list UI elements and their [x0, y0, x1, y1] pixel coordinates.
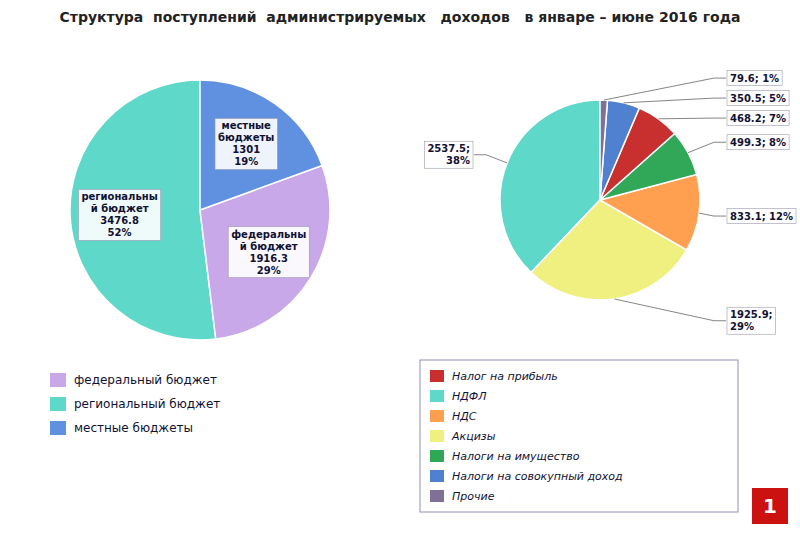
legend-label: НДФЛ — [452, 390, 487, 403]
data-label-group: федеральный бюджет1916.329% — [228, 227, 309, 278]
data-label: 3476.852% — [100, 215, 139, 238]
legend-item: региональный бюджет — [50, 397, 220, 411]
chart: Структура поступлений администрируемых д… — [0, 0, 800, 533]
legend-swatch — [430, 410, 444, 422]
annotation-group: 1 — [752, 488, 788, 524]
legend-swatch — [430, 470, 444, 482]
legend-label: Налог на прибыль — [452, 370, 558, 383]
data-label: региональный бюджет — [81, 191, 157, 214]
pie-left: региональный бюджет3476.852% федеральный … — [70, 80, 330, 340]
data-label-box — [228, 227, 309, 278]
legend: Налог на прибыль НДФЛ НДС Акцизы Налоги на и… — [420, 360, 738, 512]
leader-line — [614, 299, 726, 321]
legend-swatch — [50, 373, 66, 387]
data-label: 2537.5;38% — [427, 143, 470, 166]
data-label-group: 468.2; 7% — [727, 111, 789, 126]
legend-swatch — [50, 397, 66, 411]
legend: федеральный бюджет региональный бюджет мес… — [50, 373, 220, 435]
legend-swatch — [50, 421, 66, 435]
legend-label: Прочие — [452, 490, 495, 503]
data-label-box — [215, 118, 277, 169]
data-label-box — [727, 209, 796, 224]
data-label-group: 2537.5;38% — [424, 141, 473, 168]
annotation-box — [752, 488, 788, 524]
data-label-group: местныебюджеты130119% — [215, 118, 277, 169]
legend-swatch — [430, 390, 444, 402]
data-label: 350.5; 5% — [730, 93, 786, 104]
slice — [70, 80, 216, 340]
data-label-group: 350.5; 5% — [727, 91, 789, 106]
legend-item: Налоги на имущество — [430, 450, 580, 463]
legend-label: Налоги на имущество — [452, 450, 580, 463]
legend-swatch — [430, 370, 444, 382]
leader-line — [688, 142, 726, 152]
data-label: 79.6; 1% — [730, 73, 779, 84]
data-label-box — [727, 135, 789, 150]
legend-swatch — [430, 450, 444, 462]
leader-line — [604, 78, 726, 100]
legend-item: федеральный бюджет — [50, 373, 217, 387]
leader-line — [699, 213, 726, 216]
leader-line — [624, 98, 726, 103]
data-label-group: 79.6; 1% — [727, 71, 782, 86]
legend-item: Налоги на совокупный доход — [430, 470, 623, 483]
leader-line — [474, 155, 507, 163]
data-label-group: 833.1; 12% — [727, 209, 796, 224]
data-label-group: 499.3; 8% — [727, 135, 789, 150]
data-label: 499.3; 8% — [730, 137, 786, 148]
legend-label: местные бюджеты — [74, 421, 193, 435]
slice — [600, 100, 607, 200]
data-label-box — [727, 71, 782, 86]
legend-swatch — [430, 430, 444, 442]
data-label: 833.1; 12% — [730, 211, 793, 222]
data-label: 1925.9;29% — [730, 309, 773, 332]
data-label: 468.2; 7% — [730, 113, 786, 124]
legend-label: региональный бюджет — [74, 397, 220, 411]
annotation: 1 — [763, 494, 777, 518]
data-label-group: 1925.9;29% — [727, 307, 776, 334]
data-label-box — [727, 111, 789, 126]
legend-item: местные бюджеты — [50, 421, 193, 435]
legend-item: НДС — [430, 410, 477, 423]
legend-label: Налоги на совокупный доход — [452, 470, 623, 483]
data-label-box — [78, 189, 160, 240]
legend-item: Акцизы — [430, 430, 496, 443]
legend-label: федеральный бюджет — [74, 373, 217, 387]
data-label: местныебюджеты — [218, 120, 274, 143]
leader-line — [658, 118, 726, 120]
slice — [200, 80, 322, 210]
legend-frame — [420, 360, 738, 512]
data-label: 130119% — [232, 144, 260, 167]
legend-swatch — [430, 490, 444, 502]
data-label-box — [727, 91, 789, 106]
data-label: федеральный бюджет — [231, 229, 306, 252]
data-label: 1916.329% — [249, 253, 288, 276]
legend-item: НДФЛ — [430, 390, 487, 403]
data-label-box — [424, 141, 473, 168]
slice — [600, 100, 639, 200]
legend-label: Акцизы — [451, 430, 496, 443]
legend-label: НДС — [452, 410, 477, 423]
data-label-box — [727, 307, 776, 334]
legend-item: Прочие — [430, 490, 495, 503]
title: Структура поступлений администрируемых д… — [60, 9, 741, 25]
legend-item: Налог на прибыль — [430, 370, 558, 383]
pie-right: 2537.5;38% 1925.9;29% 833.1; 12% 499.3; 8% 4… — [424, 71, 796, 335]
data-label-group: региональный бюджет3476.852% — [78, 189, 160, 240]
